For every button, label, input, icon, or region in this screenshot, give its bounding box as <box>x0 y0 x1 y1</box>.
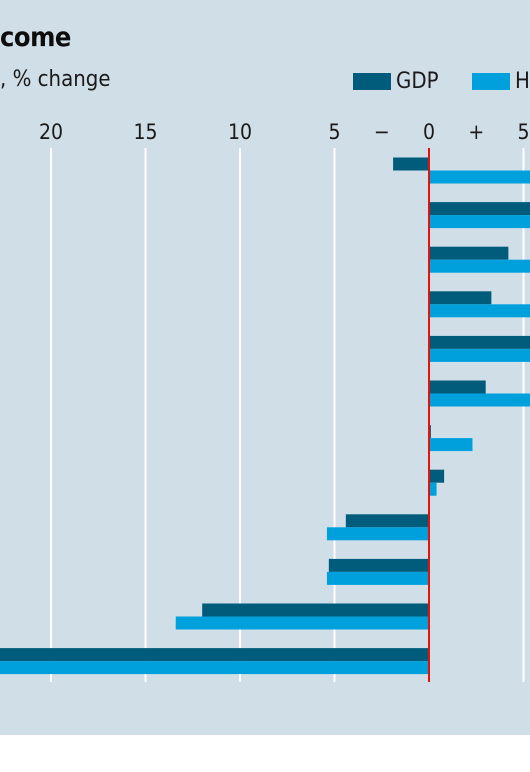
bar-gdp <box>202 603 429 617</box>
bar-household <box>326 527 429 541</box>
bar-household <box>429 259 530 273</box>
bar-household <box>429 304 530 318</box>
bar-gdp <box>429 469 445 483</box>
bar-household <box>429 170 530 184</box>
x-tick-label: + <box>468 120 484 144</box>
bar-household <box>429 393 530 407</box>
bar-household <box>429 348 530 362</box>
legend-swatch-household <box>472 72 510 90</box>
bar-household <box>326 571 429 585</box>
bar-gdp <box>429 380 486 394</box>
legend-gdp: GDP <box>353 68 439 94</box>
bar-household <box>0 661 429 675</box>
bar-household <box>429 215 530 229</box>
bar-gdp <box>393 157 429 171</box>
bar-household <box>429 482 437 496</box>
x-tick-label: 5 <box>328 120 340 144</box>
legend-label-gdp: GDP <box>396 68 439 94</box>
x-tick-label: 15 <box>133 120 157 144</box>
x-tick-label: − <box>374 120 390 144</box>
x-tick-label: 5 <box>517 120 529 144</box>
legend-label-household: He <box>515 68 530 94</box>
bar-chart: 20 15 10 5 − 0 +5 <box>0 120 530 682</box>
bar-household <box>429 438 473 452</box>
bar-gdp <box>429 202 530 216</box>
chart-title: come <box>0 22 71 53</box>
x-tick-label: 10 <box>228 120 252 144</box>
bar-gdp <box>0 648 429 662</box>
bar-gdp <box>328 558 429 572</box>
legend-household: He <box>472 68 530 94</box>
legend-swatch-gdp <box>353 72 391 90</box>
chart-subtitle: , % change <box>0 67 111 92</box>
bar-gdp <box>429 246 509 260</box>
bar-gdp <box>429 335 530 349</box>
bar-gdp <box>429 291 492 305</box>
bar-household <box>175 616 429 630</box>
x-tick-label: 0 <box>423 120 435 144</box>
chart-panel: 20 15 10 5 − 0 +5 come , % change GDP He <box>0 0 530 735</box>
x-tick-label: 20 <box>39 120 63 144</box>
bar-gdp <box>345 514 429 528</box>
